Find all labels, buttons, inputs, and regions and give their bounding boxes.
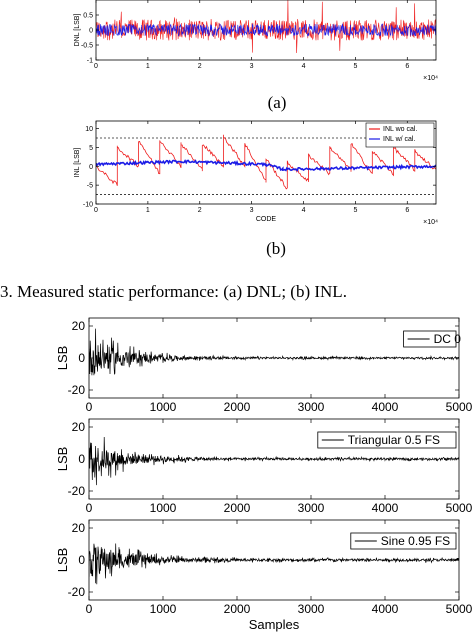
- y-axis-label: DNL [LSB]: [74, 14, 81, 47]
- legend-label: Sine 0.95 FS: [381, 534, 450, 548]
- legend-label: DC 0: [434, 332, 462, 346]
- y-tick-label: -5: [87, 183, 93, 190]
- transient-series: [89, 328, 459, 376]
- x-tick-label: 5000: [446, 400, 473, 414]
- y-tick-label: 0: [89, 28, 93, 35]
- dnl-series-0: [96, 0, 436, 54]
- x-tick-label: 0: [86, 400, 93, 414]
- x-exponent-label: ×10⁴: [423, 219, 438, 226]
- x-axis-label: Samples: [249, 617, 300, 632]
- transient-series: [89, 436, 459, 486]
- x-tick-label: 5000: [446, 501, 473, 515]
- y-tick-label: 20: [72, 319, 86, 333]
- x-tick-label: 0: [94, 63, 98, 70]
- x-tick-label: 2: [198, 207, 202, 214]
- plot-area-inl: [96, 134, 436, 195]
- x-tick-label: 1000: [150, 501, 177, 515]
- x-tick-label: 1000: [150, 400, 177, 414]
- y-tick-label: -20: [68, 484, 86, 498]
- x-tick-label: 5: [353, 207, 357, 214]
- x-tick-label: 4: [302, 207, 306, 214]
- inl-series-0: [96, 134, 436, 190]
- x-tick-label: 4000: [372, 501, 399, 515]
- y-tick-label: 0: [89, 164, 93, 171]
- chart-tri: 0 1000 2000 3000 4000 5000-20020LSBTriangular…: [55, 418, 473, 515]
- legend-label: INL w/ cal.: [383, 136, 415, 143]
- y-tick-label: 0: [78, 351, 85, 365]
- y-axis-label: INL [LSB]: [74, 148, 81, 178]
- y-tick-label: -1: [87, 58, 93, 65]
- legend-box: [365, 122, 435, 148]
- x-tick-label: 5: [353, 63, 357, 70]
- legend-label: Triangular 0.5 FS: [348, 433, 440, 447]
- x-tick-label: 6: [405, 207, 409, 214]
- y-tick-label: -20: [68, 585, 86, 599]
- x-tick-label: 0: [86, 602, 93, 616]
- plot-area-dnl: [96, 0, 436, 54]
- x-tick-label: 3000: [298, 501, 325, 515]
- plot-frame: [95, 120, 437, 205]
- y-tick-label: -0.5: [81, 43, 93, 50]
- x-tick-label: 2000: [224, 501, 251, 515]
- x-tick-label: 4000: [372, 602, 399, 616]
- chart-sine: 0 1000 2000 3000 4000 5000-20020LSBSamplesSin…: [55, 519, 473, 632]
- x-tick-label: 3: [250, 63, 254, 70]
- y-tick-label: 20: [72, 521, 86, 535]
- x-exponent-label: ×10⁴: [423, 75, 438, 82]
- y-tick-label: 5: [89, 145, 93, 152]
- x-tick-label: 1000: [150, 602, 177, 616]
- y-tick-label: 0.5: [83, 13, 93, 20]
- x-tick-label: 1: [146, 207, 150, 214]
- x-tick-label: 5000: [446, 602, 473, 616]
- plot-area-tri: [89, 436, 459, 486]
- subcaption-b: (b): [266, 239, 286, 258]
- figure-caption: 3. Measured static performance: (a) DNL;…: [0, 282, 347, 301]
- x-tick-label: 6: [405, 63, 409, 70]
- y-tick-label: -20: [68, 383, 86, 397]
- x-tick-label: 3000: [298, 602, 325, 616]
- x-tick-label: 3: [250, 207, 254, 214]
- x-tick-label: 2: [198, 63, 202, 70]
- y-axis-label: LSB: [55, 346, 70, 371]
- subcaption-a: (a): [268, 93, 287, 112]
- x-axis-label: CODE: [256, 216, 277, 223]
- legend-box: [350, 532, 457, 550]
- y-axis-label: LSB: [55, 548, 70, 573]
- y-tick-label: 10: [85, 126, 93, 133]
- x-tick-label: 4000: [372, 400, 399, 414]
- x-tick-label: 2000: [224, 400, 251, 414]
- chart-dnl: 0 1 2 3 4 5 6 -1 -0.5 0 0.5 ×10⁴ DNL [LSB]: [74, 0, 438, 82]
- legend-label: INL wo cal.: [383, 126, 417, 133]
- x-tick-label: 0: [86, 501, 93, 515]
- x-tick-label: 0: [94, 207, 98, 214]
- x-tick-label: 1: [146, 63, 150, 70]
- chart-inl: 0 1 2 3 4 5 6 -10 -5 0 5 10 ×10⁴ INL [LSB] CODE INL wo …: [74, 120, 438, 226]
- x-tick-label: 2000: [224, 602, 251, 616]
- y-axis-label: LSB: [55, 447, 70, 472]
- y-tick-label: -10: [83, 202, 93, 209]
- x-tick-label: 3000: [298, 400, 325, 414]
- plot-area-dc0: [89, 328, 459, 376]
- x-tick-label: 4: [302, 63, 306, 70]
- y-tick-label: 20: [72, 420, 86, 434]
- plot-area-sine: [89, 543, 459, 585]
- dnl-series-1: [96, 23, 436, 38]
- legend-box: [317, 431, 457, 449]
- legend-box: [403, 330, 457, 348]
- inl-series-1: [96, 159, 436, 172]
- y-tick-label: 0: [78, 553, 85, 567]
- transient-series: [89, 543, 459, 585]
- y-tick-label: 0: [78, 452, 85, 466]
